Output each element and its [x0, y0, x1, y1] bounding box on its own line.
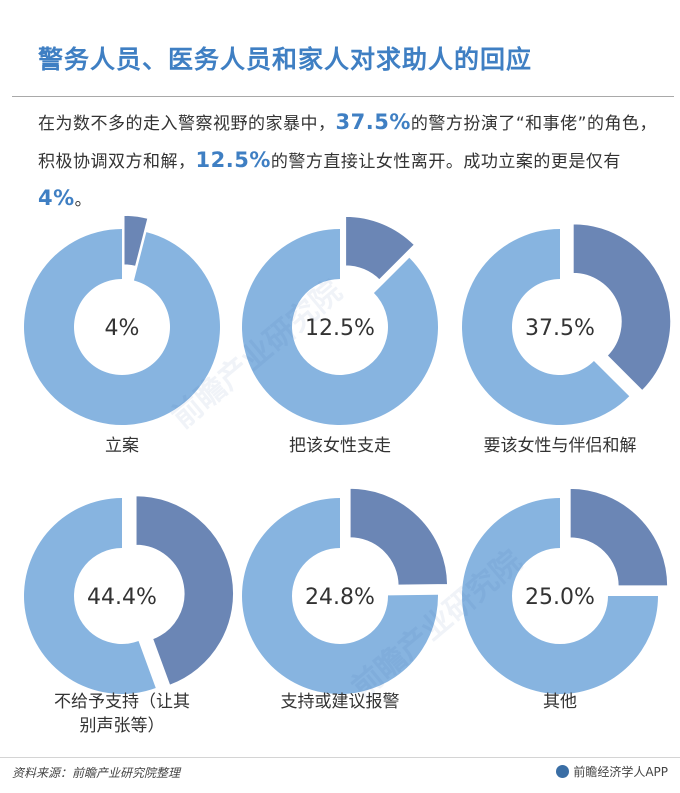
- donut-value-label: 4%: [105, 316, 140, 341]
- intro-paragraph: 在为数不多的走入警察视野的家暴中，37.5%的警方扮演了“和事佬”的角色，积极协…: [38, 104, 666, 218]
- donut-slice-remaining: [462, 498, 658, 694]
- donut-slice-value: [135, 494, 235, 687]
- page-title: 警务人员、医务人员和家人对求助人的回应: [38, 45, 533, 74]
- donut-category-label: 立案: [105, 436, 139, 456]
- donut-slice-remaining: [23, 228, 220, 425]
- intro-highlight-37-5: 37.5%: [335, 110, 411, 134]
- donut-category-label: 其他: [543, 692, 577, 712]
- donut-slice-remaining: [242, 498, 438, 694]
- intro-highlight-12-5: 12.5%: [195, 148, 271, 172]
- footer-source: 资料来源：前瞻产业研究院整理: [12, 766, 181, 780]
- donut-category-label: 要该女性与伴侣和解: [483, 436, 637, 456]
- donut-chart: 4%: [23, 214, 220, 425]
- donut-slice-remaining: [242, 229, 438, 425]
- donut-value-label: 24.8%: [305, 585, 375, 610]
- intro-text-2: 的警方扮演了“和事佬”的角色，积极协调双方和解，: [38, 114, 657, 172]
- donut-chart: 12.5%: [242, 215, 438, 425]
- donut-chart: 44.4%: [23, 494, 235, 694]
- intro-text-1: 在为数不多的走入警察视野的家暴中，: [38, 114, 336, 134]
- donut-slice-value: [569, 487, 669, 587]
- donut-category-label: 不给予支持（让其别声张等）: [54, 692, 190, 736]
- intro-text-3: 的警方直接让女性离开。成功立案的更是仅有: [270, 152, 621, 172]
- donut-slice-remaining: [462, 229, 630, 425]
- donut-category-label: 把该女性支走: [289, 436, 391, 456]
- donut-value-label: 44.4%: [87, 585, 157, 610]
- intro-highlight-4: 4%: [38, 186, 75, 210]
- donut-slice-value: [349, 487, 449, 587]
- donut-slice-value: [344, 215, 416, 282]
- intro-text-4: 。: [74, 190, 93, 210]
- footer-divider: [0, 757, 680, 758]
- donut-chart: 25.0%: [462, 487, 669, 694]
- title-divider: [12, 96, 674, 97]
- brand-logo-icon: [556, 765, 570, 778]
- donut-slice-value: [572, 222, 672, 393]
- donut-value-label: 37.5%: [525, 316, 595, 341]
- brand-name: 前瞻经济学人APP: [573, 765, 668, 779]
- donut-chart: 24.8%: [242, 487, 449, 694]
- donut-value-label: 25.0%: [525, 585, 595, 610]
- footer-brand: 前瞻经济学人APP: [556, 763, 668, 780]
- donut-slice-remaining: [23, 498, 156, 694]
- donut-slice-value: [123, 214, 150, 268]
- donut-chart: 37.5%: [462, 222, 672, 425]
- donut-value-label: 12.5%: [305, 316, 375, 341]
- donut-category-label: 支持或建议报警: [280, 692, 400, 712]
